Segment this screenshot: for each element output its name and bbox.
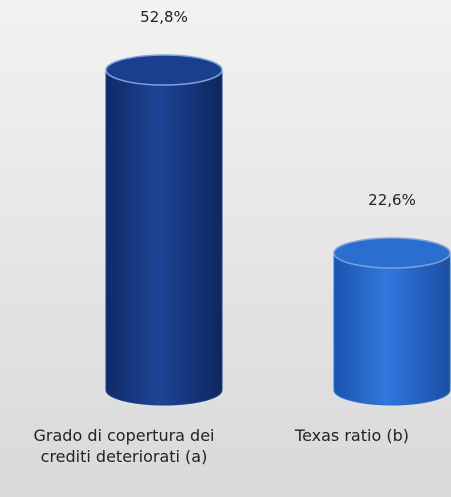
value-label: 22,6% <box>368 191 416 209</box>
value-label: 52,8% <box>140 8 188 26</box>
bar-top <box>333 237 451 269</box>
bar <box>333 252 451 406</box>
category-label: Texas ratio (b) <box>295 426 409 445</box>
category-label: Grado di copertura dei crediti deteriora… <box>33 426 215 466</box>
bar-top <box>105 54 223 86</box>
bar <box>105 69 223 406</box>
